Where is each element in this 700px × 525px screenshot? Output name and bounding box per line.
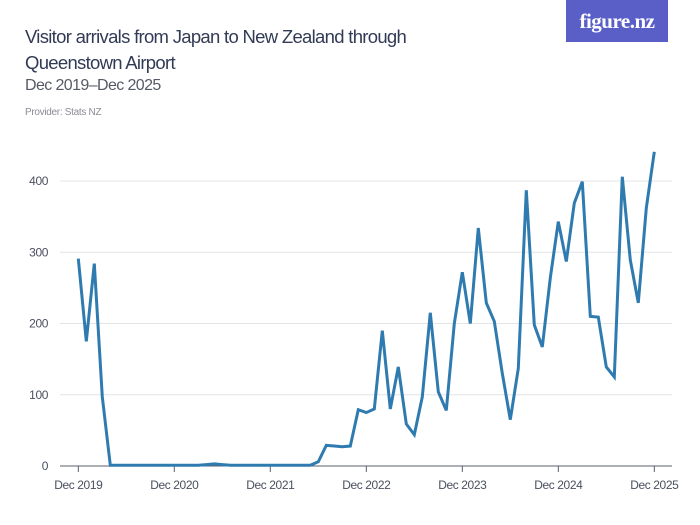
x-tick-label: Dec 2019 bbox=[54, 478, 103, 492]
x-tick-label: Dec 2020 bbox=[150, 478, 199, 492]
y-tick-label: 0 bbox=[42, 459, 49, 473]
chart-subtitle: Dec 2019–Dec 2025 bbox=[25, 77, 161, 94]
y-tick-label: 100 bbox=[29, 388, 49, 402]
x-tick-label: Dec 2025 bbox=[630, 478, 679, 492]
x-tick-label: Dec 2024 bbox=[534, 478, 583, 492]
data-line bbox=[76, 151, 656, 467]
y-tick-label: 400 bbox=[29, 174, 49, 188]
x-tick-label: Dec 2021 bbox=[246, 478, 295, 492]
figure-nz-logo[interactable]: figure.nz bbox=[566, 0, 668, 42]
y-tick-label: 300 bbox=[29, 245, 49, 259]
x-tick-label: Dec 2023 bbox=[438, 478, 487, 492]
y-tick-label: 200 bbox=[29, 317, 49, 331]
chart-title: Visitor arrivals from Japan to New Zeala… bbox=[25, 26, 407, 73]
provider-label: Provider: Stats NZ bbox=[25, 107, 102, 118]
x-tick-label: Dec 2022 bbox=[342, 478, 391, 492]
